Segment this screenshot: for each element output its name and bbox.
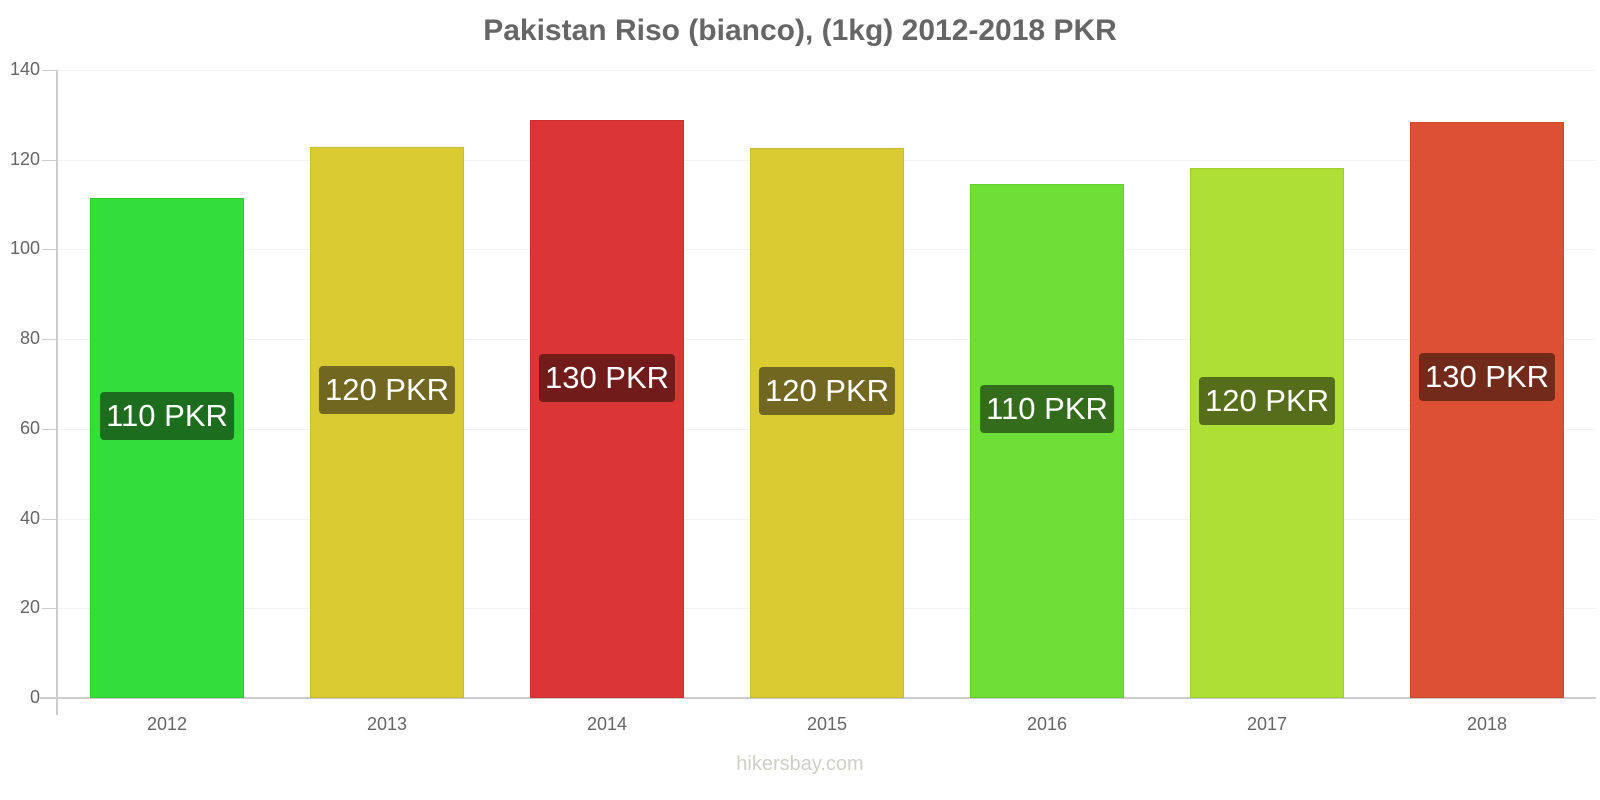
x-tick-label: 2015 (806, 714, 848, 734)
data-label: 120 PKR (1198, 377, 1336, 425)
data-label: 110 PKR (980, 385, 1114, 433)
watermark: hikersbay.com (736, 753, 864, 775)
y-tick-label: 120 (9, 148, 40, 169)
chart-title: Pakistan Riso (bianco), (1kg) 2012-2018 … (483, 14, 1117, 47)
data-label: 130 PKR (1418, 353, 1556, 401)
data-label: 130 PKR (538, 354, 676, 402)
y-tick-label: 80 (19, 328, 40, 349)
bar-2017 (1190, 167, 1344, 698)
bar-2018 (1410, 121, 1564, 698)
y-tick-mark (42, 70, 56, 71)
bar-2016 (970, 183, 1124, 698)
x-axis-line (40, 697, 1596, 699)
data-label: 120 PKR (318, 366, 456, 414)
y-tick-label: 60 (19, 417, 40, 438)
x-tick-label: 2013 (366, 714, 408, 734)
y-tick-label: 0 (29, 687, 40, 707)
y-tick-label: 100 (9, 238, 40, 259)
y-tick-label: 40 (19, 507, 40, 528)
y-tick-mark (42, 608, 56, 610)
y-tick-mark (42, 518, 56, 520)
x-tick-label: 2017 (1246, 714, 1288, 734)
y-tick-mark (42, 339, 56, 341)
x-tick-label: 2016 (1026, 714, 1068, 734)
gridline (56, 70, 1596, 71)
bar-2012 (90, 197, 244, 698)
y-tick-label: 20 (19, 597, 40, 618)
y-tick-mark (42, 249, 56, 251)
y-tick-mark (42, 428, 56, 430)
x-tick-label: 2018 (1466, 714, 1508, 734)
y-tick-label: 140 (9, 59, 40, 79)
x-tick-label: 2014 (586, 714, 628, 734)
bar-2013 (310, 146, 464, 698)
data-label: 110 PKR (100, 392, 234, 440)
y-axis-line (56, 70, 58, 715)
bar-2015 (750, 147, 904, 698)
y-tick-mark (42, 159, 56, 161)
bar-2014 (530, 119, 684, 698)
data-label: 120 PKR (758, 367, 896, 415)
x-tick-label: 2012 (146, 714, 188, 734)
